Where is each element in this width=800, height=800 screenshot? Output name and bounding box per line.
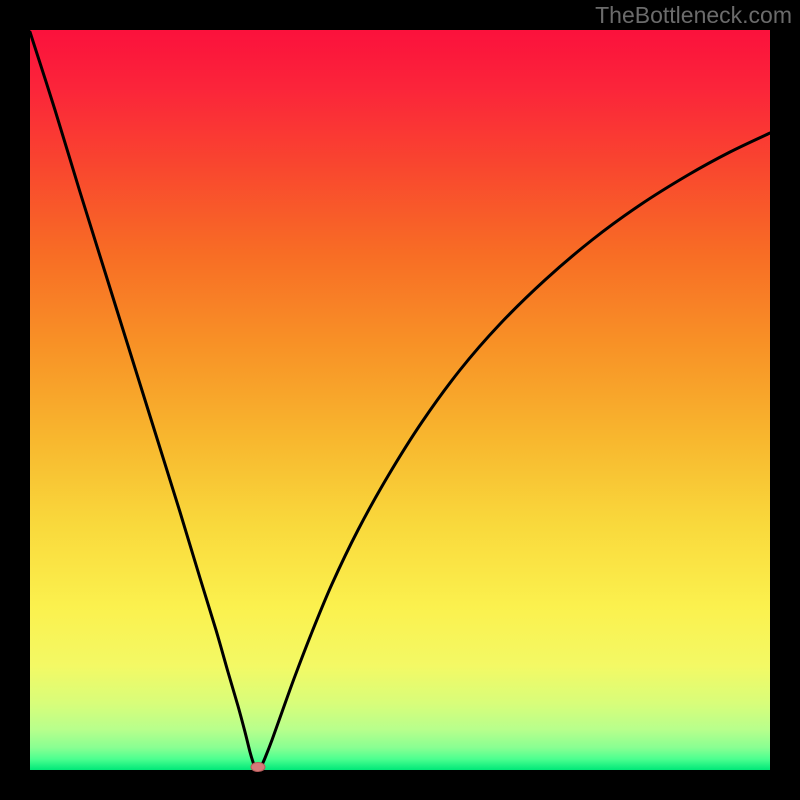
- plot-gradient-background: [30, 30, 770, 770]
- minimum-marker: [251, 763, 265, 772]
- chart-container: TheBottleneck.com: [0, 0, 800, 800]
- bottleneck-chart: [0, 0, 800, 800]
